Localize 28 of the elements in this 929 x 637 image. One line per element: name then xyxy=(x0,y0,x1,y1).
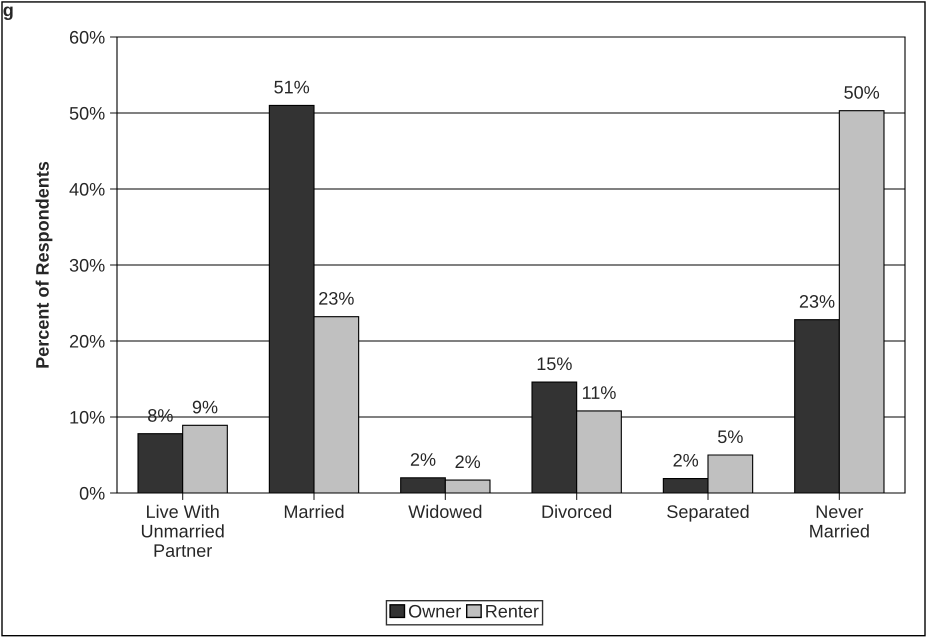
y-tick-label: 0% xyxy=(80,486,105,500)
data-label: 11% xyxy=(582,386,616,399)
y-tick-label: 50% xyxy=(70,106,105,120)
y-tick-label: 60% xyxy=(70,30,105,44)
x-tick-label: Separated xyxy=(667,504,748,522)
data-label: 51% xyxy=(274,80,310,94)
data-label: 15% xyxy=(538,357,572,370)
x-tick-label: Live With Unmarried Partner xyxy=(142,504,224,557)
data-label: 2% xyxy=(456,455,480,468)
data-label: 50% xyxy=(844,86,880,99)
y-axis-title: Percent of Respondents xyxy=(36,162,52,368)
x-tick-label: Married xyxy=(284,504,344,518)
data-label: 5% xyxy=(718,430,743,444)
x-tick-label: Never Married xyxy=(810,505,869,538)
legend-label: Renter xyxy=(486,605,539,618)
y-tick-label: 30% xyxy=(70,258,105,272)
data-label: 2% xyxy=(410,453,436,466)
y-tick-label: 10% xyxy=(70,410,105,424)
y-tick-label: 40% xyxy=(69,182,105,196)
legend-label: Owner xyxy=(408,604,461,618)
data-label: 23% xyxy=(319,292,354,305)
data-label: 2% xyxy=(674,454,698,467)
x-tick-label: Widowed xyxy=(408,504,482,518)
data-label: 9% xyxy=(192,400,218,414)
data-label: 23% xyxy=(800,295,834,308)
text: g xyxy=(4,6,13,20)
x-tick-label: Divorced xyxy=(542,504,612,518)
y-tick-label: 20% xyxy=(70,334,105,348)
